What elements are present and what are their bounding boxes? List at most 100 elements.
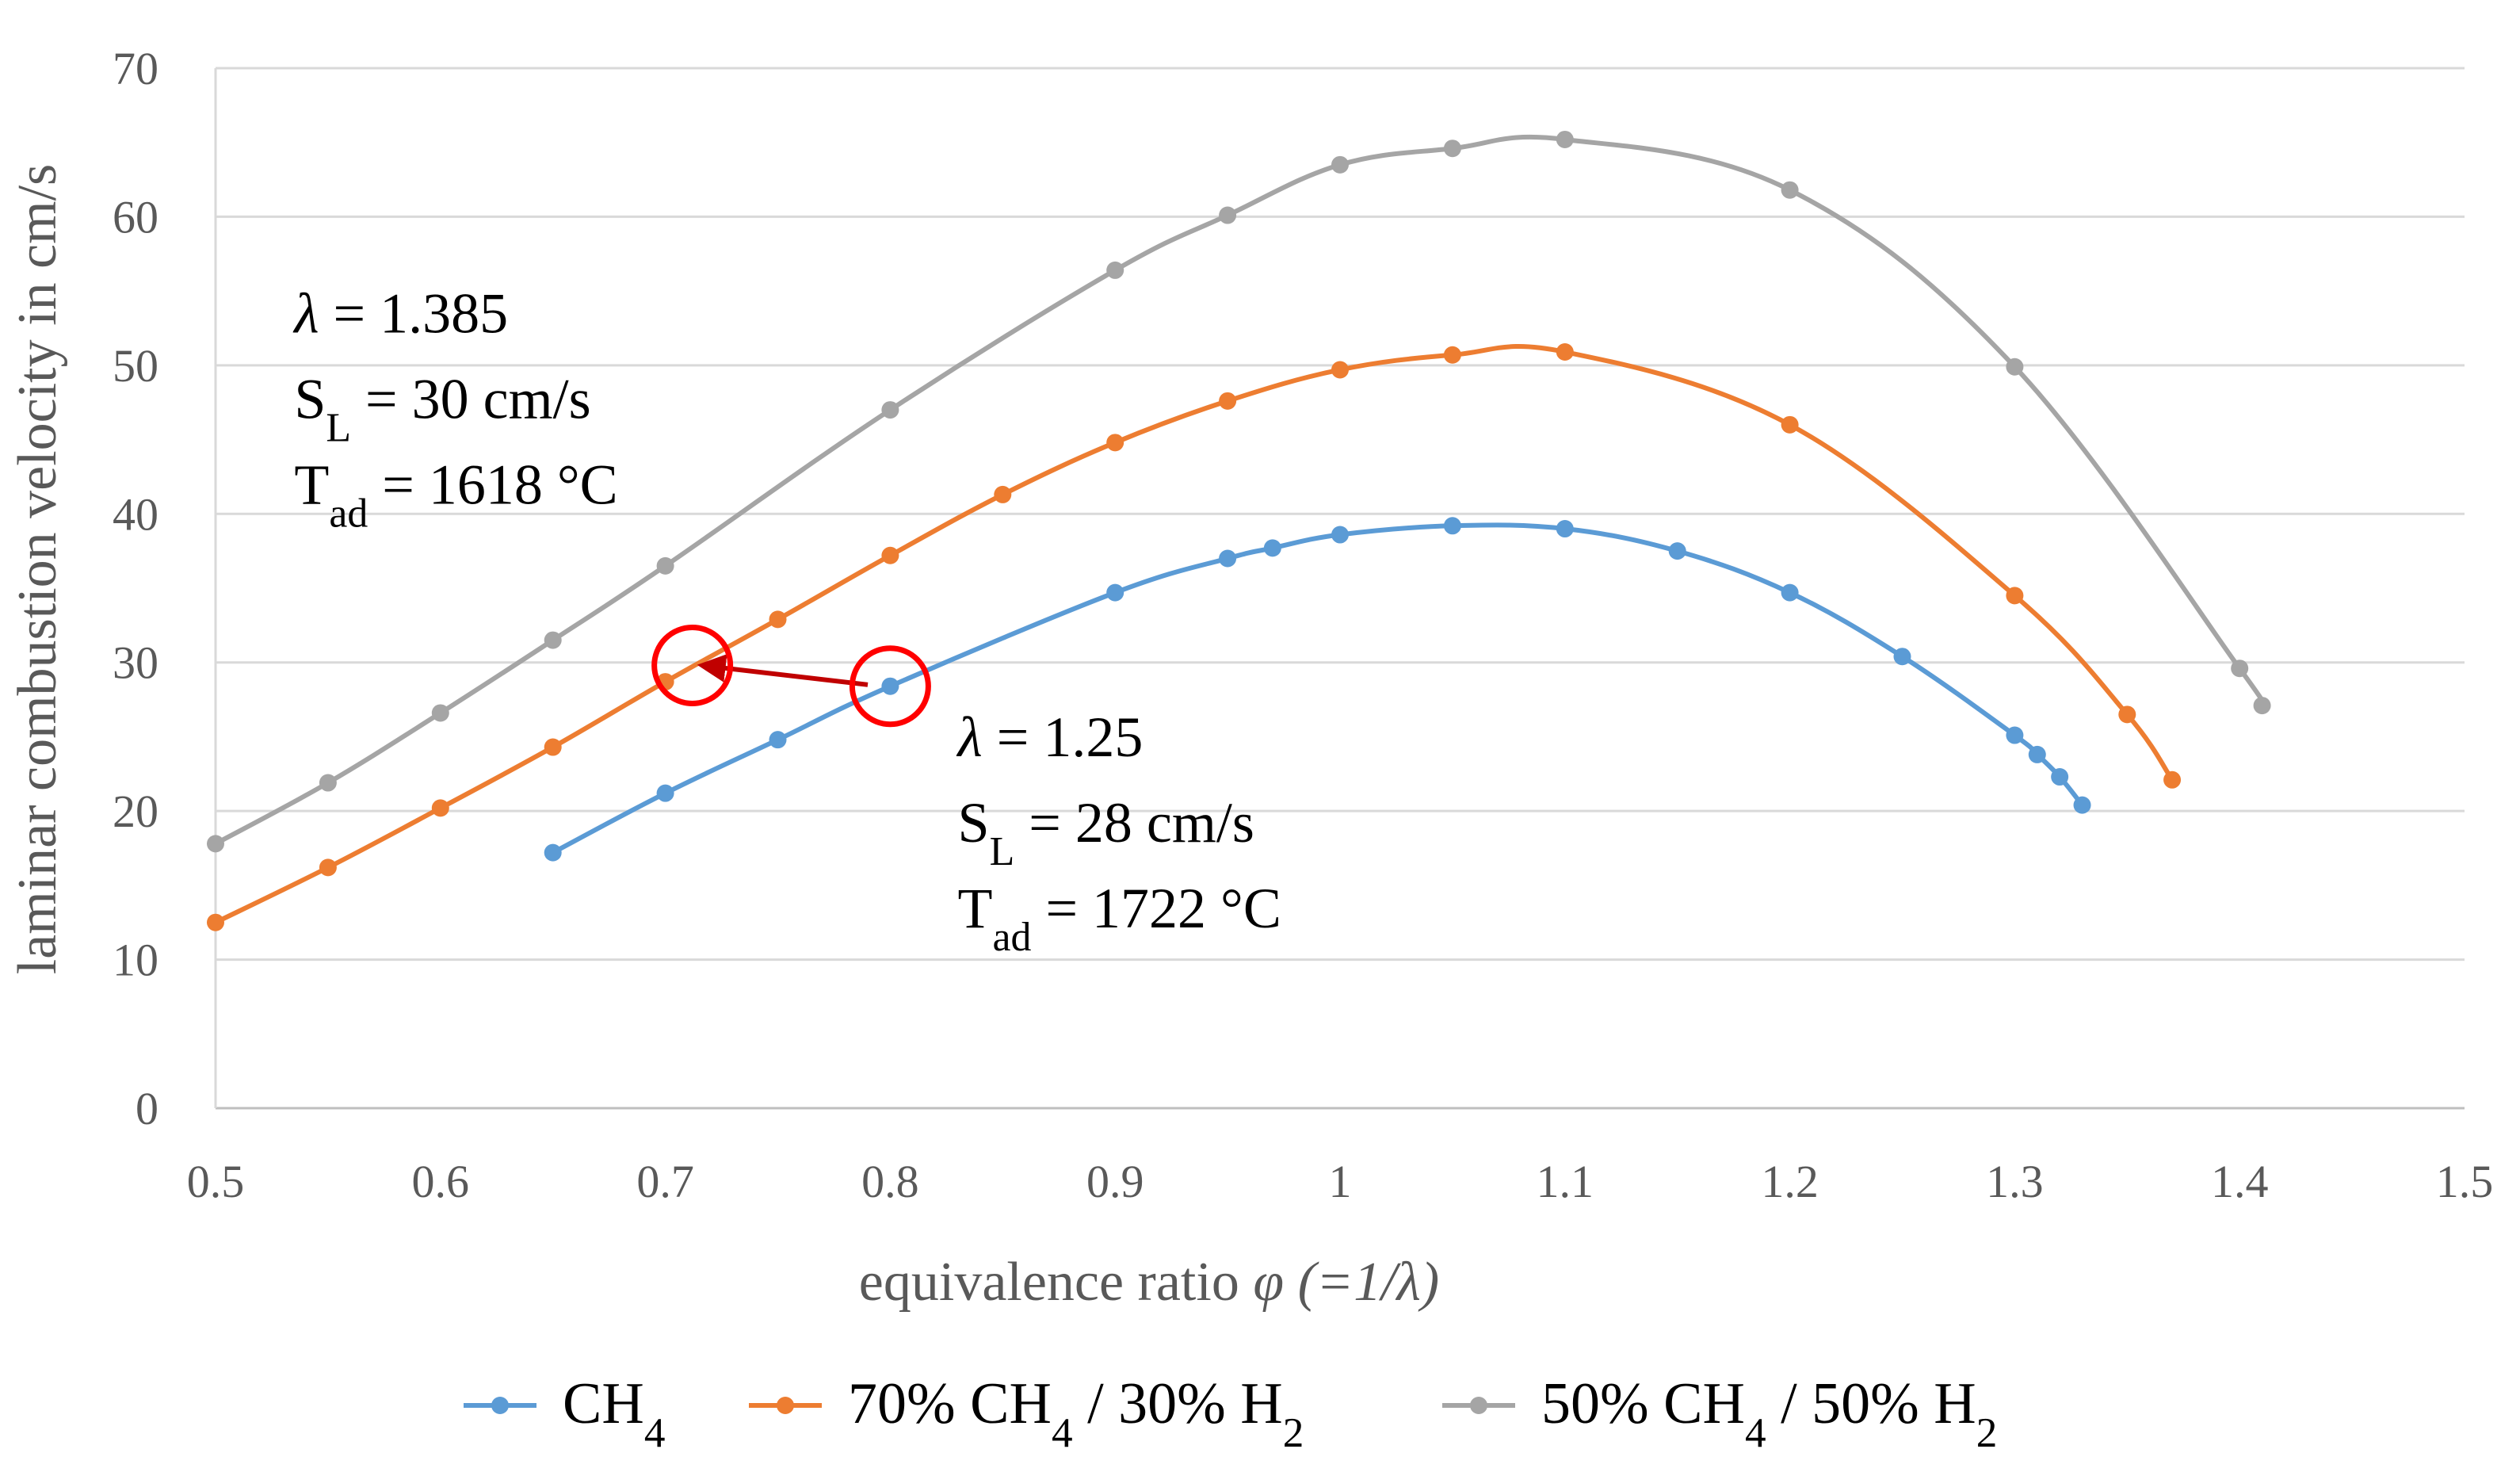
legend-label-2-part-2: / 50% H — [1766, 1371, 1976, 1436]
series-1-point-12 — [1556, 342, 1574, 361]
series-2-point-9 — [1443, 140, 1461, 158]
x-tick-label-1: 0.6 — [412, 1156, 470, 1207]
x-tick-label-10: 1.5 — [2436, 1156, 2494, 1207]
legend-marker-0 — [491, 1397, 509, 1414]
x-axis-title-main: equivalence ratio — [859, 1252, 1254, 1313]
annotation-1-line-1: SL = 28 cm/s — [958, 791, 1254, 874]
annotation-0-line-2: Tad = 1618 °C — [294, 453, 617, 537]
series-1-point-9 — [1219, 392, 1237, 410]
y-tick-label-2: 20 — [113, 786, 158, 837]
series-1-point-6 — [881, 546, 899, 564]
x-tick-label-0: 0.5 — [187, 1156, 245, 1207]
series-2-point-5 — [881, 401, 899, 419]
x-tick-label-5: 1 — [1329, 1156, 1352, 1207]
series-1 — [207, 342, 2182, 931]
y-tick-label-3: 30 — [113, 637, 158, 689]
series-0-point-8 — [1443, 517, 1461, 535]
series-0-point-11 — [1781, 583, 1799, 602]
y-axis-title: laminar combustion velocity in cm/s — [7, 164, 68, 975]
grid-lines — [216, 67, 2465, 1110]
y-tick-label-6: 60 — [113, 191, 158, 243]
series-2-point-2 — [431, 704, 449, 722]
series-1-point-0 — [207, 913, 224, 931]
y-tick-label-1: 10 — [113, 935, 158, 986]
series-group — [207, 130, 2271, 931]
series-1-point-13 — [1781, 415, 1799, 434]
series-2-point-12 — [2006, 357, 2024, 376]
annotation-0-line-0: λ = 1.385 — [292, 282, 508, 346]
series-line-1 — [214, 344, 2174, 925]
legend-item-2: 50% CH4 / 50% H2 — [1442, 1371, 1997, 1456]
series-1-point-8 — [1106, 434, 1124, 452]
series-2-point-6 — [1106, 261, 1124, 279]
annotation-1-line-2-part-0: T — [958, 877, 993, 940]
annotation-1-line-0: λ = 1.25 — [956, 705, 1144, 769]
series-0-point-12 — [1893, 648, 1911, 666]
series-0-point-7 — [1331, 526, 1349, 544]
annotation-0-line-1-part-1: L — [326, 405, 351, 450]
y-tick-label-5: 50 — [113, 340, 158, 392]
legend-marker-1 — [777, 1397, 794, 1414]
series-1-point-14 — [2006, 587, 2024, 605]
annotation-1-line-2-part-1: ad — [993, 914, 1032, 959]
annotation-0-line-0-part-1: = 1.385 — [319, 282, 509, 346]
y-tick-label-0: 0 — [136, 1083, 158, 1134]
series-2-point-0 — [207, 835, 224, 853]
series-0-point-0 — [544, 843, 562, 862]
legend-label-0-part-0: CH — [563, 1371, 644, 1436]
series-0-point-10 — [1668, 542, 1686, 560]
series-2-point-14 — [2253, 697, 2271, 715]
x-axis-title: equivalence ratio φ (=1/λ) — [859, 1252, 1439, 1313]
annotation-0-line-1-part-0: S — [294, 368, 326, 431]
annotation-0-line-0-part-0: λ — [292, 282, 319, 346]
series-0 — [544, 517, 2091, 862]
x-tick-label-9: 1.4 — [2211, 1156, 2269, 1207]
legend-item-0: CH4 — [464, 1371, 665, 1456]
annotation-0-line-1: SL = 30 cm/s — [294, 368, 590, 451]
x-tick-label-4: 0.9 — [1086, 1156, 1144, 1207]
series-line-0 — [552, 522, 2084, 855]
highlight-circle-0 — [651, 624, 734, 706]
legend-label-1-part-3: 2 — [1283, 1409, 1304, 1456]
legend-label-2: 50% CH4 / 50% H2 — [1541, 1371, 1997, 1456]
series-2 — [207, 130, 2271, 853]
annotation-1-line-2-part-2: = 1722 °C — [1031, 877, 1281, 940]
series-2-point-7 — [1219, 206, 1237, 224]
series-1-point-2 — [431, 799, 449, 817]
series-0-point-15 — [2051, 768, 2069, 786]
series-0-point-4 — [1106, 583, 1124, 602]
x-axis-title-suffix: (=1/λ) — [1284, 1252, 1439, 1313]
series-1-point-16 — [2163, 770, 2182, 789]
series-0-point-9 — [1556, 520, 1574, 538]
y-tick-label-4: 40 — [113, 488, 158, 540]
legend-label-1-part-0: 70% CH — [848, 1371, 1052, 1436]
legend-marker-2 — [1470, 1397, 1487, 1414]
series-1-point-11 — [1443, 346, 1461, 364]
legend-label-1-part-2: / 30% H — [1073, 1371, 1283, 1436]
x-tick-labels: 0.5 0.6 0.7 0.8 0.9 1 1.1 1.2 1.3 1.4 1.5 — [187, 1156, 2494, 1207]
legend-label-0-part-1: 4 — [644, 1409, 666, 1456]
series-2-point-1 — [319, 774, 337, 792]
axes — [214, 68, 2465, 1110]
annotation-1-line-1-part-1: L — [990, 828, 1015, 874]
series-1-point-15 — [2118, 705, 2136, 724]
series-0-point-1 — [656, 784, 674, 802]
legend-label-1-part-1: 4 — [1052, 1409, 1073, 1456]
series-1-point-10 — [1331, 361, 1349, 379]
annotation-1-line-1-part-0: S — [958, 791, 990, 855]
series-0-point-5 — [1219, 549, 1237, 568]
y-tick-labels: 0 10 20 30 40 50 60 70 — [113, 43, 158, 1134]
highlight-circle-1 — [849, 645, 931, 728]
legend: CH4 70% CH4 / 30% H2 50% CH4 / 50% H2 — [464, 1371, 1997, 1456]
legend-label-2-part-3: 2 — [1976, 1409, 1998, 1456]
y-tick-label-7: 70 — [113, 43, 158, 94]
x-tick-label-3: 0.8 — [861, 1156, 919, 1207]
series-2-point-4 — [656, 556, 674, 575]
series-2-point-13 — [2231, 660, 2249, 678]
annotation-0-line-2-part-0: T — [294, 453, 329, 517]
series-line-2 — [214, 134, 2269, 847]
series-2-point-8 — [1331, 155, 1349, 174]
annotation-1-line-2: Tad = 1722 °C — [958, 877, 1281, 960]
annotation-1-line-0-part-1: = 1.25 — [983, 705, 1144, 769]
